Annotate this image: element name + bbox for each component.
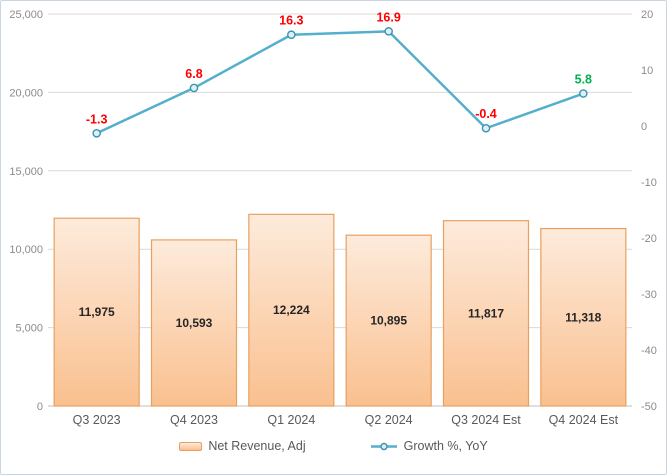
revenue-bar [53, 217, 140, 407]
category-label: Q2 2024 [365, 413, 413, 427]
growth-value-label: 5.8 [575, 73, 592, 87]
y-axis-tick-label-right: -20 [641, 233, 657, 245]
category-label: Q4 2024 Est [549, 413, 619, 427]
legend-item-growth: Growth %, YoY [370, 439, 488, 453]
growth-value-label: 16.9 [376, 10, 400, 24]
revenue-bar [248, 213, 335, 407]
data-point-marker [579, 89, 588, 98]
line-series-swatch-icon [370, 442, 397, 450]
y-axis-tick-label-right: 10 [641, 65, 653, 77]
y-axis-tick-label-right: -30 [641, 289, 657, 301]
growth-value-label: -1.3 [86, 112, 108, 126]
bar-value-label: 11,318 [565, 310, 601, 324]
bar-value-label: 10,593 [176, 316, 213, 330]
growth-value-label: 16.3 [279, 14, 303, 28]
y-axis-tick-label-left: 15,000 [9, 166, 43, 178]
y-axis-tick-label-left: 10,000 [9, 244, 43, 256]
bar-value-label: 11,975 [79, 305, 115, 319]
growth-value-label: 6.8 [185, 67, 202, 81]
bar-value-label: 10,895 [370, 314, 407, 328]
legend: Net Revenue, Adj Growth %, YoY [1, 437, 666, 455]
legend-label-net-revenue: Net Revenue, Adj [208, 439, 306, 453]
growth-value-label: -0.4 [475, 107, 497, 121]
y-axis-tick-label-right: 0 [641, 121, 647, 133]
legend-label-growth: Growth %, YoY [403, 439, 488, 453]
revenue-bar [345, 234, 432, 407]
category-label: Q3 2023 [73, 413, 121, 427]
data-point-marker [384, 27, 393, 36]
growth-line [95, 30, 585, 135]
y-axis-tick-label-left: 5,000 [15, 323, 43, 335]
legend-item-net-revenue: Net Revenue, Adj [179, 439, 306, 453]
bar-value-label: 11,817 [468, 306, 504, 320]
revenue-bar [150, 239, 238, 407]
data-point-marker [481, 123, 491, 133]
category-label: Q3 2024 Est [451, 413, 521, 427]
bar-value-label: 12,224 [273, 303, 310, 317]
data-point-marker [189, 83, 199, 93]
data-point-marker [287, 30, 296, 40]
revenue-bar [540, 227, 627, 407]
category-label: Q1 2024 [267, 413, 315, 427]
y-axis-tick-label-right: 20 [641, 9, 653, 21]
y-axis-tick-label-right: -10 [641, 177, 657, 189]
y-axis-tick-label-left: 20,000 [9, 87, 43, 99]
y-axis-tick-label-left: 25,000 [9, 9, 43, 21]
revenue-bar [442, 220, 530, 407]
bar-series-swatch-icon [179, 441, 203, 451]
y-axis-tick-label-left: 0 [37, 401, 43, 413]
data-point-marker [92, 128, 101, 138]
y-axis-tick-label-right: -40 [641, 345, 657, 357]
category-label: Q4 2023 [170, 413, 218, 427]
y-axis-tick-label-right: -50 [641, 401, 657, 413]
